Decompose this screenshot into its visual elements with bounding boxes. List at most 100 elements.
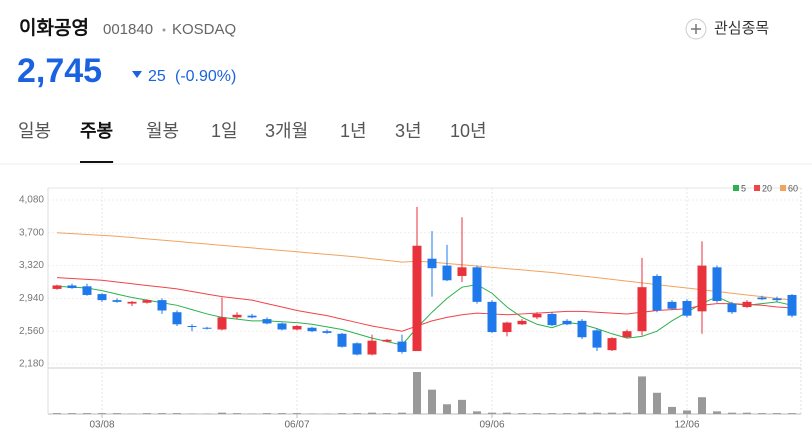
candle-body xyxy=(293,326,302,329)
candle-body xyxy=(443,266,452,281)
volume-bar xyxy=(638,376,646,414)
ma-line xyxy=(57,233,792,300)
tab[interactable]: 주봉 xyxy=(80,121,113,141)
candle-body xyxy=(308,328,317,331)
tab[interactable]: 1일 xyxy=(211,121,238,141)
volume-bar xyxy=(743,413,751,414)
legend-label: 5 xyxy=(741,183,746,193)
volume-bar xyxy=(443,404,451,414)
volume-bar xyxy=(758,413,766,414)
candle-body xyxy=(368,341,377,355)
tab[interactable]: 10년 xyxy=(450,121,487,141)
candle-body xyxy=(128,302,137,304)
tab[interactable]: 일봉 xyxy=(18,121,51,141)
candle-body xyxy=(788,295,797,316)
down-arrow xyxy=(132,71,142,78)
volume-bar xyxy=(578,413,586,414)
candle-body xyxy=(233,315,242,318)
volume-bar xyxy=(68,413,76,414)
candle-body xyxy=(623,331,632,337)
volume-bar xyxy=(278,413,286,414)
volume-bar xyxy=(173,413,181,414)
volume-bar xyxy=(83,413,91,414)
volume-bar xyxy=(98,413,106,414)
volume-bar xyxy=(593,413,601,414)
candle-body xyxy=(413,246,422,351)
stock-code: 001840 xyxy=(103,21,153,38)
candle-body xyxy=(353,343,362,354)
volume-bar xyxy=(113,413,121,414)
volume-bar xyxy=(293,413,301,414)
candle-body xyxy=(203,328,212,329)
candle-body xyxy=(728,304,737,313)
ma-line xyxy=(57,285,792,345)
volume-bar xyxy=(683,410,691,414)
candle-body xyxy=(383,340,392,342)
volume-bar xyxy=(353,413,361,414)
candle-body xyxy=(533,314,542,317)
candle-body xyxy=(248,316,257,318)
price: 2,745 xyxy=(17,52,102,90)
ma-line xyxy=(57,278,792,332)
x-tick-label: 03/08 xyxy=(89,420,114,431)
candle-body xyxy=(758,298,767,300)
tab[interactable]: 월봉 xyxy=(146,121,179,141)
candle-body xyxy=(488,302,497,332)
candle-body xyxy=(398,342,407,352)
candle-body xyxy=(428,259,437,268)
volume-bar xyxy=(698,397,706,414)
volume-bar xyxy=(158,413,166,414)
candle-body xyxy=(638,287,647,331)
candle-body xyxy=(143,300,152,303)
legend-swatch xyxy=(780,185,786,191)
watch-label[interactable]: 관심종목 xyxy=(714,20,769,37)
volume-bar xyxy=(773,413,781,414)
candle-body xyxy=(683,301,692,316)
candle-body xyxy=(698,266,707,312)
change-pct: (-0.90%) xyxy=(175,68,236,85)
volume-bar xyxy=(623,413,631,414)
candle-body xyxy=(713,267,722,301)
x-tick-label: 06/07 xyxy=(284,420,309,431)
candle-body xyxy=(743,302,752,307)
volume-bar xyxy=(398,413,406,414)
candle-body xyxy=(548,314,557,325)
candle-body xyxy=(53,285,62,288)
volume-bar xyxy=(383,413,391,414)
candle-body xyxy=(473,267,482,302)
candle-body xyxy=(113,300,122,302)
candle-body xyxy=(338,334,347,347)
volume-bar xyxy=(608,413,616,414)
watch-button[interactable]: 관심종목 xyxy=(686,19,769,39)
stock-name: 이화공영 xyxy=(19,17,89,39)
candle-body xyxy=(263,319,272,323)
volume-bar xyxy=(233,413,241,414)
volume-bar xyxy=(473,411,481,414)
y-tick-label: 3,700 xyxy=(19,227,44,238)
x-tick-label: 09/06 xyxy=(479,420,504,431)
legend-label: 20 xyxy=(762,183,772,193)
candle-body xyxy=(563,321,572,324)
candle-body xyxy=(578,321,587,337)
candle-body xyxy=(218,317,227,329)
candle-body xyxy=(773,298,782,300)
candle-body xyxy=(83,286,92,295)
candle-body xyxy=(593,330,602,347)
y-tick-label: 2,940 xyxy=(19,293,44,304)
candle-body xyxy=(323,331,332,333)
tab[interactable]: 3개월 xyxy=(265,121,308,141)
volume-bar xyxy=(548,413,556,414)
tab[interactable]: 1년 xyxy=(340,121,367,141)
x-tick-label: 12/06 xyxy=(674,420,699,431)
y-tick-label: 2,560 xyxy=(19,326,44,337)
candle-body xyxy=(668,302,677,309)
tab[interactable]: 3년 xyxy=(395,121,422,141)
y-tick-label: 3,320 xyxy=(19,260,44,271)
volume-bar xyxy=(668,407,676,414)
change: 25 xyxy=(148,68,166,85)
candle-body xyxy=(158,300,167,310)
volume-bar xyxy=(218,413,226,414)
